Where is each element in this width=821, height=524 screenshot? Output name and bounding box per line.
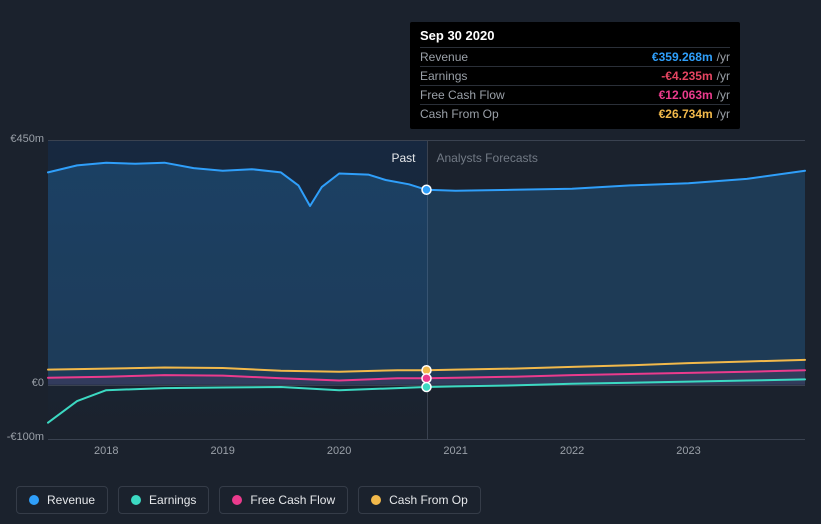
chart-svg [48,141,805,439]
y-axis-label: €450m [4,133,44,145]
x-axis-label: 2020 [327,445,351,457]
legend-label: Earnings [149,493,196,507]
x-axis-label: 2022 [560,445,584,457]
tooltip-metric-value: -€4.235m [661,69,712,83]
x-axis-label: 2019 [210,445,234,457]
legend-label: Revenue [47,493,95,507]
legend-item[interactable]: Earnings [118,486,209,514]
tooltip-row: Free Cash Flow €12.063m/yr [420,85,730,104]
x-axis-label: 2021 [443,445,467,457]
tooltip-metric-unit: /yr [717,107,730,121]
tooltip-metric-unit: /yr [717,69,730,83]
tooltip-metric-label: Revenue [420,50,468,64]
earnings-revenue-chart: -€100m€0€450m Past Analysts Forecasts 20… [16,120,805,470]
chart-legend: Revenue Earnings Free Cash Flow Cash From O… [16,486,481,514]
legend-dot-icon [131,495,141,505]
x-axis-label: 2023 [676,445,700,457]
tooltip-row: Earnings -€4.235m/yr [420,66,730,85]
legend-item[interactable]: Free Cash Flow [219,486,348,514]
legend-dot-icon [371,495,381,505]
tooltip-metric-label: Cash From Op [420,107,499,121]
y-axis-label: €0 [4,377,44,389]
tooltip-metric-label: Earnings [420,69,467,83]
plot-area[interactable]: Past Analysts Forecasts 2018201920202021… [48,140,805,440]
tooltip-metric-unit: /yr [717,50,730,64]
legend-label: Cash From Op [389,493,468,507]
x-axis-label: 2018 [94,445,118,457]
tooltip-metric-unit: /yr [717,88,730,102]
chart-tooltip: Sep 30 2020 Revenue €359.268m/yr Earnings -… [410,22,740,129]
legend-dot-icon [232,495,242,505]
tooltip-metric-value: €12.063m [659,88,713,102]
legend-item[interactable]: Cash From Op [358,486,481,514]
tooltip-metric-value: €26.734m [659,107,713,121]
tooltip-metric-value: €359.268m [652,50,713,64]
tooltip-row: Revenue €359.268m/yr [420,47,730,66]
legend-dot-icon [29,495,39,505]
legend-item[interactable]: Revenue [16,486,108,514]
legend-label: Free Cash Flow [250,493,335,507]
tooltip-date: Sep 30 2020 [420,28,730,47]
y-axis-label: -€100m [4,431,44,443]
tooltip-metric-label: Free Cash Flow [420,88,505,102]
